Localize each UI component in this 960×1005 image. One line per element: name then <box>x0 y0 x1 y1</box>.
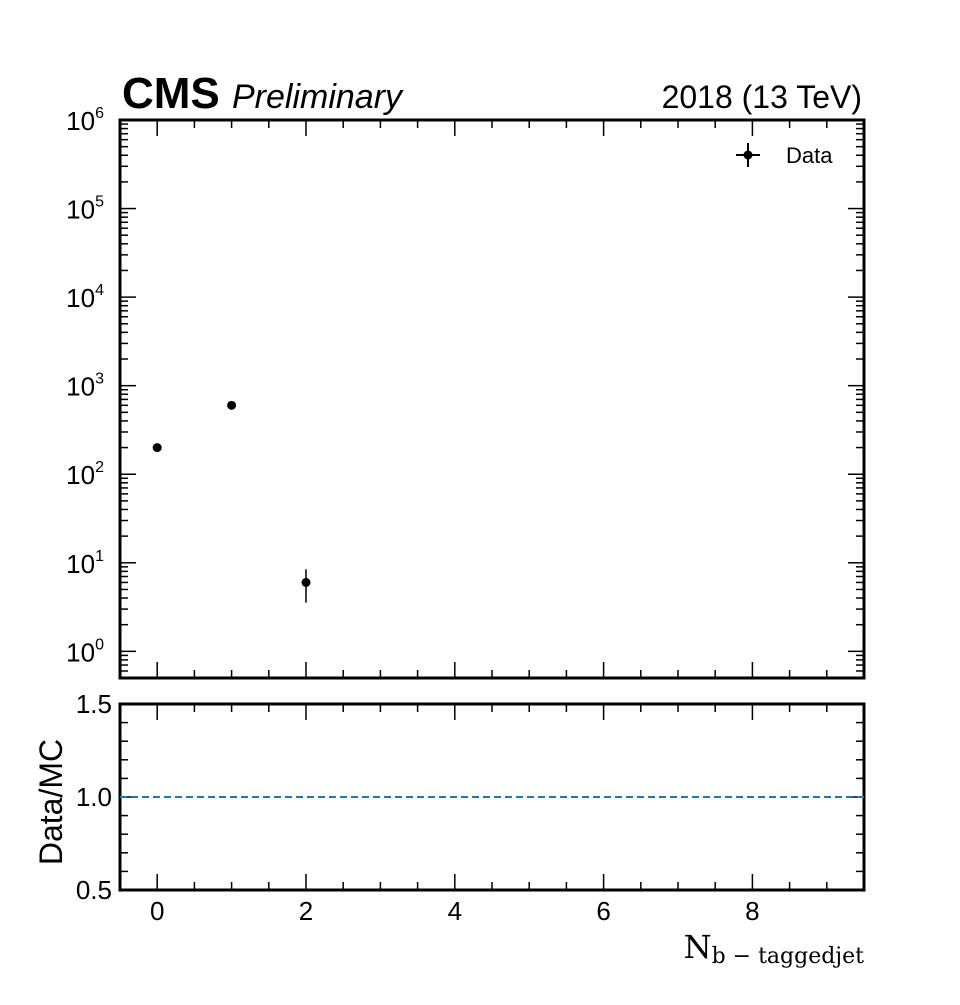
legend-entry-data: Data <box>786 143 833 168</box>
experiment-label: CMS <box>122 69 220 118</box>
data-points <box>152 400 311 603</box>
x-tick-label: 0 <box>150 896 164 926</box>
ratio-y-tick-labels: 0.5 1.0 1.5 <box>76 689 112 905</box>
y-tick-label-base: 10 <box>66 372 95 402</box>
y-tick-label-exponent: 3 <box>95 371 104 388</box>
x-tick-label: 6 <box>596 896 610 926</box>
data-point <box>152 443 162 453</box>
main-plot-frame <box>118 118 866 680</box>
y-tick-label-exponent: 1 <box>95 548 104 565</box>
y-tick-label-base: 10 <box>66 460 95 490</box>
x-tick-label: 8 <box>745 896 759 926</box>
status-label: Preliminary <box>232 78 404 116</box>
y-tick-label-exponent: 2 <box>95 459 104 476</box>
ratio-plot-panel: 0.5 1.0 1.5 0 2 4 6 8 Data/MC Nb − taggedjet <box>33 689 866 969</box>
y-tick-label: 101 <box>66 548 104 579</box>
ratio-y-tick-label: 1.5 <box>76 689 112 719</box>
lumi-label: 2018 (13 TeV) <box>662 79 862 115</box>
y-tick-label: 105 <box>66 194 104 225</box>
legend-marker <box>743 150 753 160</box>
x-tick-label: 4 <box>448 896 462 926</box>
y-tick-label-exponent: 4 <box>95 282 104 299</box>
y-tick-label: 106 <box>66 105 104 136</box>
x-axis-label-main: N <box>684 928 712 966</box>
y-tick-label: 104 <box>66 282 104 313</box>
y-tick-label: 103 <box>66 371 104 402</box>
y-tick-label: 102 <box>66 459 104 490</box>
ratio-y-tick-label: 1.0 <box>76 782 112 812</box>
y-tick-label-exponent: 0 <box>95 636 104 653</box>
main-ticks <box>119 119 865 679</box>
data-point <box>301 577 311 587</box>
y-tick-label-base: 10 <box>66 549 95 579</box>
ratio-y-tick-label: 0.5 <box>76 875 112 905</box>
y-tick-label-base: 10 <box>66 637 95 667</box>
x-axis-label: Nb − taggedjet <box>684 928 865 969</box>
y-tick-label: 100 <box>66 636 104 667</box>
y-tick-label-exponent: 6 <box>95 105 104 122</box>
ratio-y-axis-label: Data/MC <box>33 739 69 865</box>
data-point <box>227 400 237 410</box>
x-tick-labels: 0 2 4 6 8 <box>150 896 760 926</box>
legend: Data <box>736 143 833 168</box>
y-tick-label-base: 10 <box>66 283 95 313</box>
x-axis-label-sub: b − taggedjet <box>712 944 865 969</box>
y-tick-label-exponent: 5 <box>95 194 104 211</box>
y-tick-label-base: 10 <box>66 195 95 225</box>
y-tick-label-base: 10 <box>66 106 95 136</box>
x-tick-label: 2 <box>299 896 313 926</box>
